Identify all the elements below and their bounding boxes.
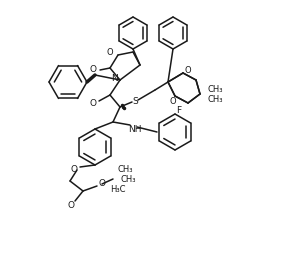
Text: H₃C: H₃C [110, 185, 126, 193]
Text: O: O [170, 97, 176, 106]
Text: NH: NH [128, 125, 142, 134]
Text: CH₃: CH₃ [117, 165, 133, 174]
Text: N: N [111, 74, 118, 83]
Text: O: O [107, 48, 113, 57]
Text: CH₃: CH₃ [207, 85, 223, 94]
Text: O: O [185, 66, 191, 74]
Text: CH₃: CH₃ [120, 174, 136, 183]
Text: O: O [89, 99, 97, 108]
Text: O: O [68, 202, 74, 211]
Text: F: F [176, 106, 181, 115]
Text: O: O [98, 179, 106, 188]
Text: O: O [71, 165, 77, 174]
Text: O: O [89, 64, 97, 74]
Text: S: S [132, 97, 138, 106]
Text: CH₃: CH₃ [207, 95, 223, 104]
